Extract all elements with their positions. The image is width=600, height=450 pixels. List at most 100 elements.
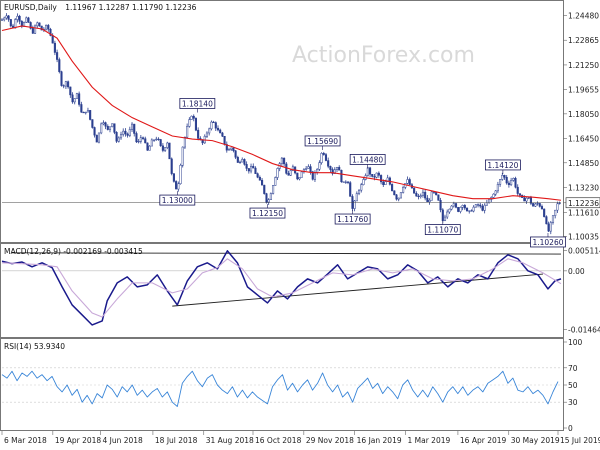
candle-body	[516, 186, 519, 194]
candle-body	[27, 17, 30, 23]
current-price-box	[565, 197, 600, 209]
candle-body	[283, 157, 286, 165]
price-tick-label: 1.24480	[568, 12, 599, 21]
candle-body	[505, 176, 508, 184]
candle-body	[543, 208, 546, 217]
candle-body	[194, 118, 197, 131]
rsi-line	[1, 370, 559, 407]
candle-body	[417, 195, 420, 198]
candle-body	[45, 25, 48, 30]
candle-body	[421, 191, 425, 196]
price-tick-label: 1.22865	[568, 36, 599, 45]
candle-body	[100, 123, 103, 134]
candle-body	[468, 210, 471, 212]
candle-body	[551, 215, 555, 223]
candle-body	[380, 175, 383, 183]
candle-body	[56, 52, 59, 60]
macd-signal-line	[1, 258, 562, 318]
candle-body	[93, 127, 96, 136]
candle-body	[258, 176, 261, 181]
candle-body	[111, 123, 114, 128]
x-tick-label: 15 Jul 2019	[560, 436, 600, 445]
price-label-text: 1.11760	[337, 215, 368, 224]
candle-body	[384, 181, 387, 185]
candle-body	[243, 159, 246, 165]
candle-body	[300, 171, 303, 178]
candle-body	[47, 25, 50, 30]
candle-body	[164, 147, 167, 151]
moving-average-line	[1, 25, 562, 201]
candle-body	[532, 203, 535, 207]
candle-body	[287, 173, 290, 176]
candle-body	[446, 211, 449, 218]
candle-body	[236, 157, 239, 163]
candle-body	[9, 19, 12, 27]
candle-body	[82, 111, 85, 114]
price-tick-label: 1.13230	[568, 184, 599, 193]
candle-body	[117, 137, 120, 142]
candle-body	[362, 179, 365, 185]
candle-body	[426, 197, 429, 203]
candle-body	[335, 166, 339, 170]
x-tick-label: 18 Jul 2018	[155, 436, 198, 445]
rsi-tick-label: 100	[568, 338, 583, 347]
candle-body	[16, 15, 19, 20]
candle-body	[465, 207, 469, 212]
candle-body	[113, 123, 116, 133]
candle-body	[25, 17, 28, 23]
candle-body	[492, 193, 495, 198]
candle-body	[510, 180, 513, 186]
candle-body	[38, 22, 41, 27]
candle-body	[148, 145, 151, 151]
price-tick-label: 1.12236	[568, 199, 599, 208]
candle-body	[227, 149, 231, 151]
candle-body	[62, 85, 65, 87]
candle-body	[190, 115, 193, 120]
candle-body	[549, 222, 552, 232]
candle-body	[14, 19, 17, 29]
candle-body	[402, 187, 405, 193]
candle-body	[241, 159, 244, 163]
candle-body	[166, 142, 169, 148]
candle-body	[507, 182, 510, 186]
candle-body	[448, 208, 451, 213]
candle-body	[474, 204, 477, 208]
price-panel: 1.18140 1.13000 1.12150 1.15690 1.11760 1.144…	[0, 13, 566, 248]
candle-body	[540, 206, 544, 210]
candle-body	[527, 197, 530, 199]
y-axis: 1.24480 1.22865 1.21250 1.19655 1.18050 1.164…	[563, 12, 600, 433]
candle-body	[139, 137, 142, 142]
price-label-text: 1.13000	[162, 196, 193, 205]
x-tick-label: 31 Aug 2018	[206, 436, 254, 445]
candle-body	[265, 193, 268, 203]
candle-body	[344, 181, 347, 183]
price-ohlc: 1.11967 1.12287 1.11790 1.12236	[65, 3, 196, 12]
candle-body	[179, 165, 182, 185]
candle-body	[245, 164, 248, 169]
candle-body	[216, 127, 220, 131]
candle-body	[406, 179, 409, 184]
candle-body	[40, 25, 43, 31]
candle-body	[232, 147, 235, 151]
rsi-header: RSI(14) 53.9340	[4, 342, 65, 351]
candle-body	[496, 184, 499, 192]
price-label-text: 1.18140	[182, 99, 213, 108]
price-label-text: 1.14480	[352, 155, 383, 164]
rsi-tick-label: 50	[568, 381, 578, 390]
candle-body	[305, 168, 308, 170]
candle-body	[73, 98, 76, 103]
candle-body	[157, 138, 160, 140]
candle-body	[49, 29, 52, 36]
candle-body	[329, 166, 332, 170]
candle-body	[538, 203, 541, 207]
candle-body	[342, 181, 345, 183]
candle-body	[353, 200, 356, 209]
candle-body	[313, 172, 317, 180]
candle-body	[51, 35, 54, 44]
candle-body	[523, 197, 526, 202]
candle-body	[95, 134, 98, 143]
candle-body	[534, 203, 537, 207]
candle-body	[441, 209, 444, 221]
candle-body	[514, 177, 517, 188]
